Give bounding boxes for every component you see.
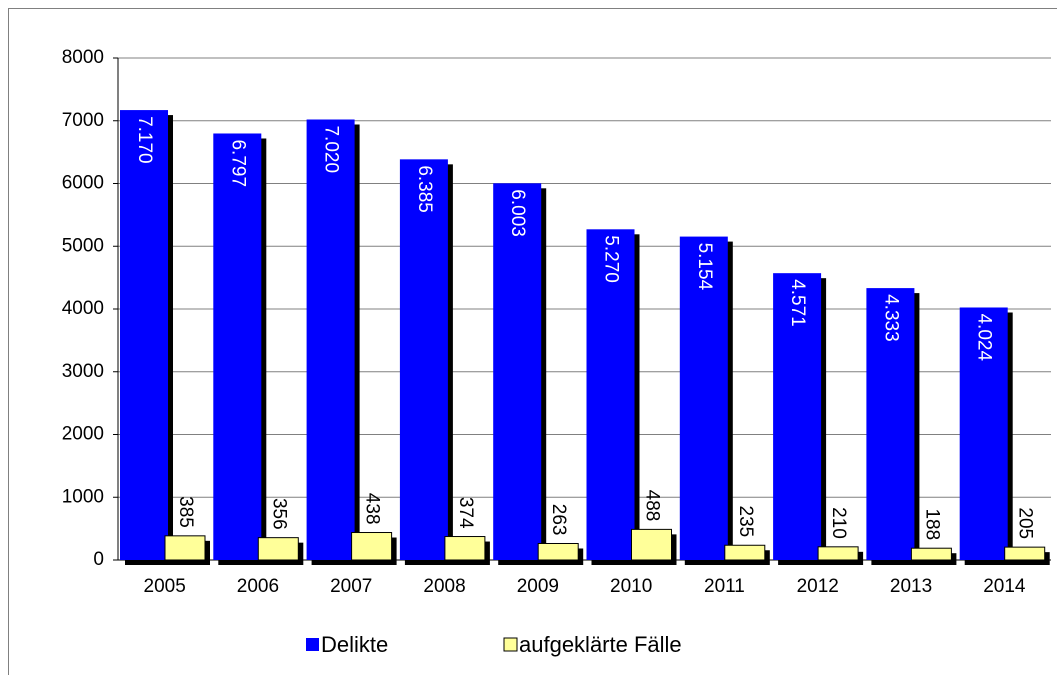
value-label: 385 (175, 496, 196, 528)
value-label: 4.571 (787, 279, 808, 327)
y-tick-label: 1000 (62, 486, 104, 507)
bar (213, 133, 262, 560)
value-label: 210 (828, 507, 849, 539)
y-tick-label: 6000 (62, 173, 104, 194)
chart-frame (8, 8, 1057, 675)
bar (631, 528, 672, 561)
y-tick-label: 3000 (62, 361, 104, 382)
x-tick-label: 2013 (890, 576, 932, 597)
y-tick-label: 0 (93, 549, 104, 570)
value-label: 5.270 (600, 235, 621, 283)
value-label: 6.385 (414, 165, 435, 213)
bar (444, 536, 486, 561)
x-tick-label: 2009 (517, 576, 559, 597)
value-label: 235 (735, 506, 756, 538)
legend-swatch (503, 637, 518, 652)
value-label: 263 (548, 504, 569, 536)
bar (537, 542, 579, 561)
value-label: 6.003 (507, 189, 528, 237)
bar (773, 273, 822, 560)
x-tick-label: 2007 (330, 576, 372, 597)
value-label: 7.170 (134, 116, 155, 164)
value-label: 4.024 (974, 313, 995, 361)
y-tick-label: 4000 (62, 298, 104, 319)
bar (351, 532, 393, 561)
legend-label: aufgeklärte Fälle (519, 632, 682, 657)
y-tick-label: 5000 (62, 235, 104, 256)
bar (257, 537, 299, 561)
y-tick-label: 2000 (62, 424, 104, 445)
legend-swatch (306, 638, 319, 651)
y-tick-label: 8000 (62, 47, 104, 68)
x-tick-label: 2005 (144, 576, 186, 597)
bar (586, 229, 635, 560)
x-tick-label: 2014 (983, 576, 1026, 597)
x-tick-label: 2012 (797, 576, 839, 597)
bar (724, 544, 766, 561)
value-label: 438 (362, 493, 383, 525)
legend-label: Delikte (321, 632, 388, 657)
bar (399, 159, 448, 560)
value-label: 7.020 (321, 125, 342, 173)
bar (164, 535, 206, 561)
bar (1004, 546, 1046, 561)
value-label: 205 (1015, 507, 1036, 539)
value-label: 6.797 (227, 139, 248, 187)
bar (959, 307, 1008, 560)
x-tick-label: 2008 (423, 576, 465, 597)
x-tick-label: 2011 (704, 576, 745, 597)
bar (306, 119, 355, 561)
value-label: 5.154 (694, 243, 715, 291)
value-label: 356 (268, 498, 289, 530)
bar (493, 183, 542, 560)
bar (817, 546, 859, 561)
x-tick-label: 2010 (610, 576, 652, 597)
value-label: 188 (921, 508, 942, 540)
bar (910, 547, 952, 561)
value-label: 488 (641, 490, 662, 522)
value-label: 4.333 (880, 294, 901, 342)
x-tick-label: 2006 (237, 576, 279, 597)
bar (120, 110, 168, 561)
bar (679, 236, 728, 561)
bar (866, 288, 915, 560)
y-tick-label: 7000 (62, 110, 104, 131)
value-label: 374 (455, 497, 476, 529)
